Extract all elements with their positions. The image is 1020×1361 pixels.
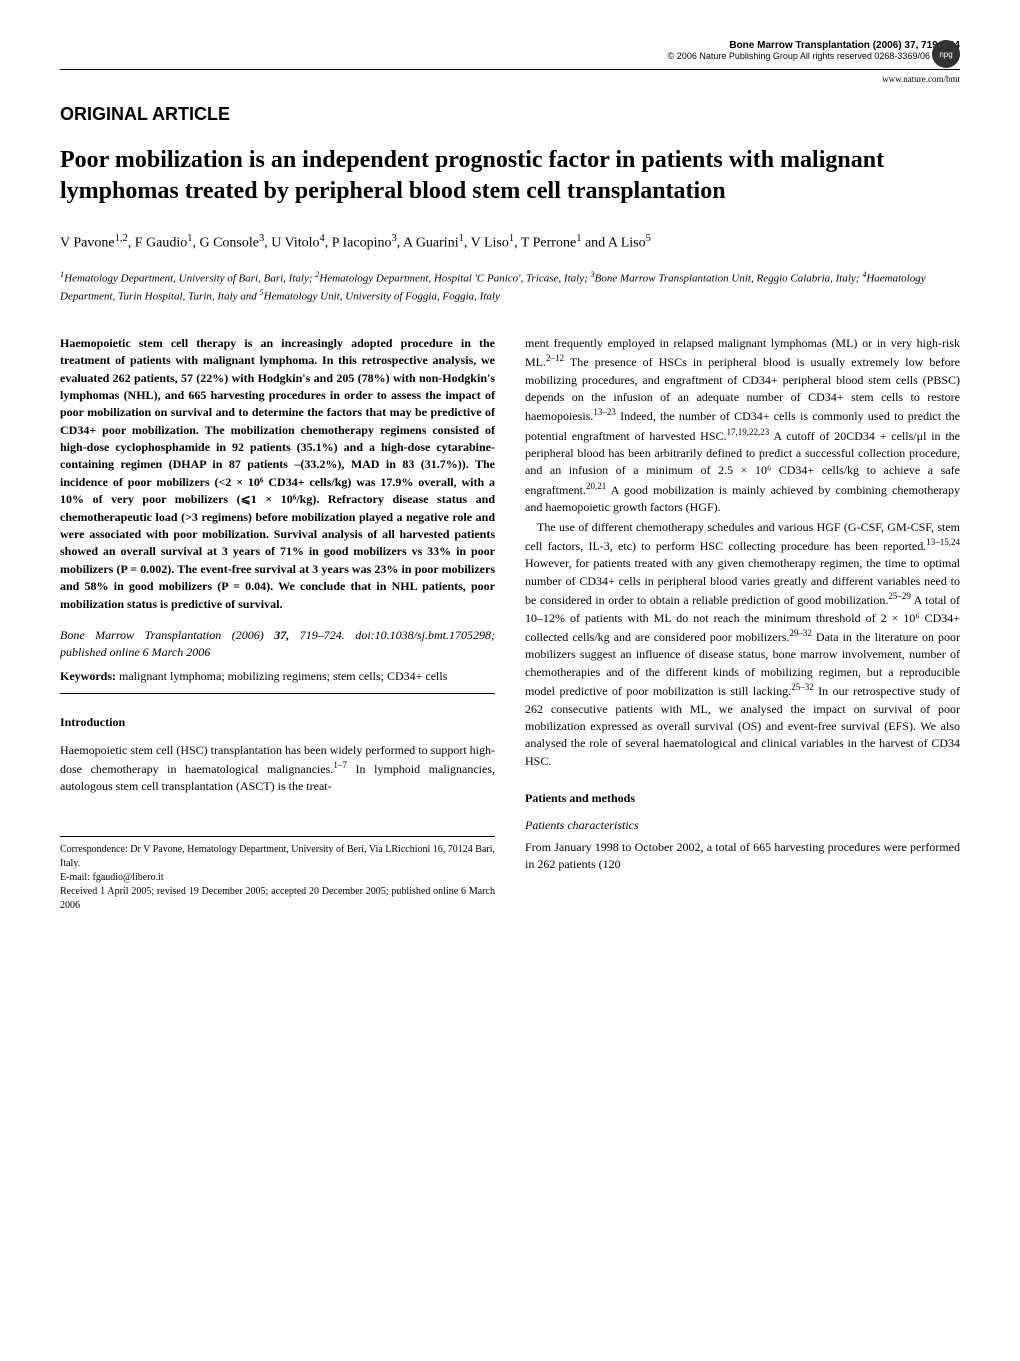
correspondence-block: Correspondence: Dr V Pavone, Hematology … — [60, 843, 495, 913]
received-dates: Received 1 April 2005; revised 19 Decemb… — [60, 885, 495, 913]
abstract-text: Haemopoietic stem cell therapy is an inc… — [60, 335, 495, 613]
subsection-heading-patients: Patients characteristics — [525, 817, 960, 834]
methods-paragraph-1: From January 1998 to October 2002, a tot… — [525, 839, 960, 874]
keywords-line: Keywords: malignant lymphoma; mobilizing… — [60, 668, 495, 685]
header-divider — [60, 69, 960, 70]
left-column: Haemopoietic stem cell therapy is an inc… — [60, 335, 495, 913]
right-column: ment frequently employed in relapsed mal… — [525, 335, 960, 913]
article-title: Poor mobilization is an independent prog… — [60, 145, 960, 207]
journal-reference: Bone Marrow Transplantation (2006) 37, 7… — [60, 40, 960, 51]
keywords-divider — [60, 693, 495, 694]
correspondence-email: E-mail: fgaudio@libero.it — [60, 871, 495, 885]
affiliations: 1Hematology Department, University of Ba… — [60, 269, 960, 305]
keywords-text: malignant lymphoma; mobilizing regimens;… — [119, 669, 447, 683]
citation: Bone Marrow Transplantation (2006) 37, 7… — [60, 627, 495, 662]
introduction-paragraph: Haemopoietic stem cell (HSC) transplanta… — [60, 742, 495, 796]
footer-divider — [60, 836, 495, 837]
author-list: V Pavone1,2, F Gaudio1, G Console3, U Vi… — [60, 232, 960, 253]
publisher-logo: npg — [932, 40, 960, 68]
body-columns: Haemopoietic stem cell therapy is an inc… — [60, 335, 960, 913]
keywords-label: Keywords: — [60, 669, 116, 683]
section-heading-methods: Patients and methods — [525, 790, 960, 807]
body-paragraph-1: ment frequently employed in relapsed mal… — [525, 335, 960, 517]
journal-url: www.nature.com/bmt — [60, 74, 960, 84]
article-type: ORIGINAL ARTICLE — [60, 104, 960, 125]
body-paragraph-2: The use of different chemotherapy schedu… — [525, 519, 960, 770]
section-heading-introduction: Introduction — [60, 714, 495, 731]
correspondence-text: Correspondence: Dr V Pavone, Hematology … — [60, 843, 495, 871]
header-block: Bone Marrow Transplantation (2006) 37, 7… — [60, 40, 960, 61]
copyright-line: © 2006 Nature Publishing Group All right… — [60, 51, 960, 61]
